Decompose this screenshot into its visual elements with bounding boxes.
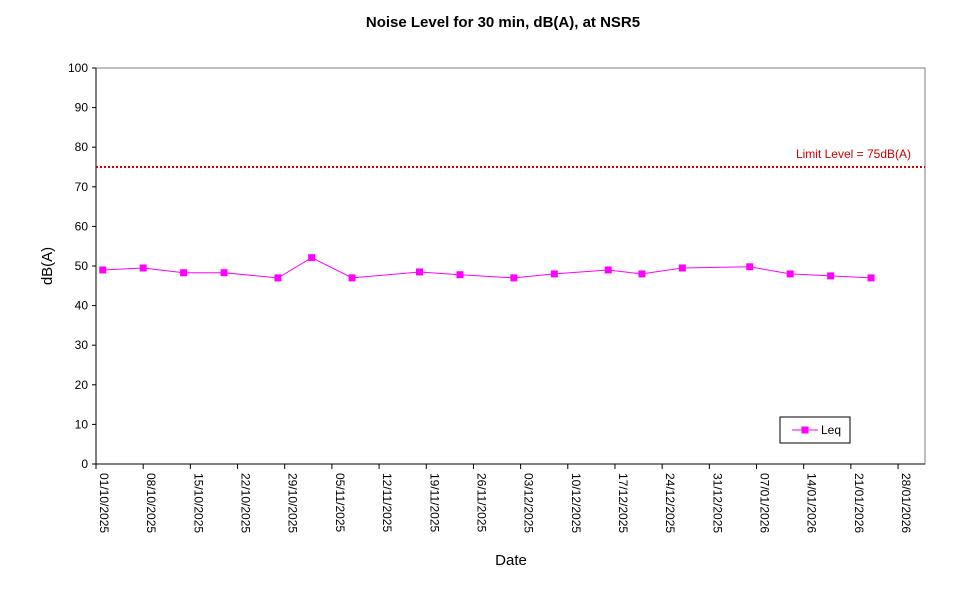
y-tick-label: 90	[75, 101, 89, 115]
data-point	[220, 269, 228, 277]
data-point	[348, 274, 356, 282]
data-point	[867, 274, 875, 282]
y-tick-label: 40	[75, 299, 89, 313]
data-point	[746, 263, 754, 271]
data-point	[99, 266, 107, 274]
series-line-leq	[102, 257, 872, 279]
x-tick-label: 28/01/2026	[899, 473, 913, 533]
y-tick-label: 100	[68, 61, 88, 75]
y-tick-label: 50	[75, 259, 89, 273]
limit-label: Limit Level = 75dB(A)	[796, 147, 911, 161]
y-tick-label: 30	[75, 338, 89, 352]
x-tick-label: 21/01/2026	[852, 473, 866, 533]
data-point	[827, 272, 835, 280]
x-tick-label: 24/12/2025	[663, 473, 677, 533]
data-point	[604, 266, 612, 274]
x-axis: 01/10/2025 08/10/2025 15/10/2025 22/10/2025…	[95, 463, 925, 533]
y-tick-label: 60	[75, 219, 89, 233]
data-point	[416, 268, 424, 276]
data-point	[678, 264, 686, 272]
data-point	[456, 271, 464, 279]
chart-title: Noise Level for 30 min, dB(A), at NSR5	[366, 14, 640, 31]
x-tick-label: 07/01/2026	[758, 473, 772, 533]
data-point	[550, 270, 558, 278]
x-tick-label: 17/12/2025	[616, 473, 630, 533]
y-tick-label: 80	[75, 140, 89, 154]
x-tick-label: 03/12/2025	[522, 473, 536, 533]
data-point	[638, 270, 646, 278]
x-tick-label: 08/10/2025	[144, 473, 158, 533]
x-tick-label: 12/11/2025	[380, 473, 394, 532]
y-axis: 0 10 20 30 40 50 60 70 80 90 100	[68, 61, 97, 471]
plot-area	[95, 67, 926, 465]
data-point	[139, 264, 147, 272]
legend-label-leq: Leq	[821, 423, 841, 437]
x-tick-label: 14/01/2026	[805, 473, 819, 533]
x-tick-label: 26/11/2025	[474, 473, 488, 532]
legend-marker	[801, 426, 809, 434]
y-tick-label: 10	[75, 417, 89, 431]
y-tick-label: 0	[81, 457, 88, 471]
y-tick-label: 70	[75, 180, 89, 194]
x-axis-label: Date	[495, 552, 527, 569]
series-layer	[99, 254, 875, 282]
y-tick-label: 20	[75, 378, 89, 392]
data-point	[308, 254, 316, 262]
x-tick-label: 15/10/2025	[191, 473, 205, 533]
y-axis-label: dB(A)	[39, 247, 56, 285]
x-tick-label: 31/12/2025	[710, 473, 724, 533]
data-point	[786, 270, 794, 278]
x-tick-label: 05/11/2025	[333, 473, 347, 532]
limit-layer: Limit Level = 75dB(A)	[96, 147, 925, 168]
data-point	[180, 269, 188, 277]
legend: Leq	[779, 416, 851, 444]
x-tick-label: 29/10/2025	[286, 473, 300, 533]
x-tick-label: 01/10/2025	[97, 473, 111, 533]
x-tick-label: 19/11/2025	[427, 473, 441, 532]
data-point	[274, 274, 282, 282]
x-tick-label: 22/10/2025	[239, 473, 253, 533]
x-tick-label: 10/12/2025	[569, 473, 583, 533]
data-point	[510, 274, 518, 282]
